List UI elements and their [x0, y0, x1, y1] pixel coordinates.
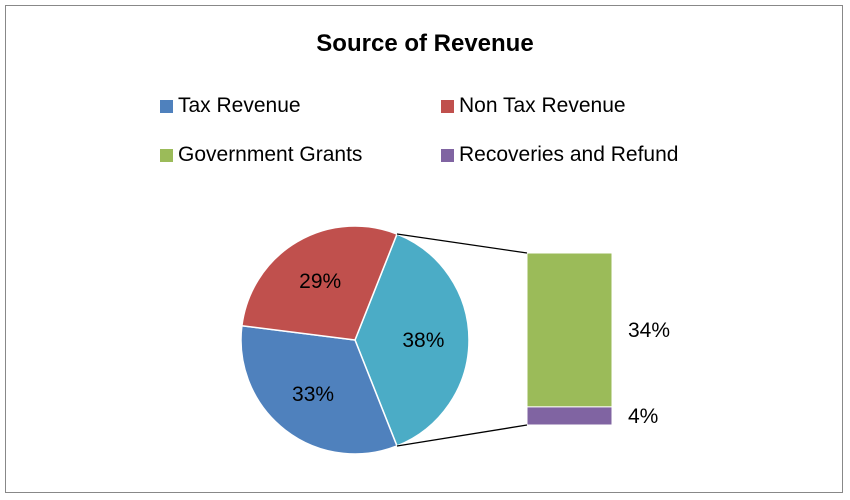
pie-data-label: 33%: [292, 383, 334, 406]
bar-data-label: 34%: [628, 319, 670, 342]
connector-line: [396, 233, 528, 254]
legend-item-tax-revenue: Tax Revenue: [160, 94, 301, 118]
legend-label: Government Grants: [178, 143, 363, 166]
pie-slice: [241, 225, 398, 341]
legend-label: Tax Revenue: [178, 94, 301, 117]
legend-swatch: [441, 99, 454, 113]
chart-title: Source of Revenue: [316, 30, 534, 57]
bar-segment: [526, 252, 613, 408]
legend-item-non-tax-revenue: Non Tax Revenue: [441, 94, 626, 118]
legend-swatch: [441, 148, 454, 162]
connector-line: [396, 424, 528, 447]
pie-slice: [240, 324, 398, 455]
legend-label: Recoveries and Refund: [459, 143, 679, 166]
pie-data-label: 38%: [402, 329, 444, 352]
legend-item-recoveries-and-refund: Recoveries and Refund: [441, 143, 678, 167]
pie-data-label: 29%: [299, 270, 341, 293]
legend-swatch: [160, 99, 173, 113]
legend-swatch: [160, 148, 173, 162]
legend-label: Non Tax Revenue: [459, 94, 626, 117]
legend-item-government-grants: Government Grants: [160, 143, 362, 167]
bar-data-label: 4%: [628, 405, 658, 428]
pie-slice: [354, 233, 470, 447]
bar-segment: [526, 406, 613, 426]
